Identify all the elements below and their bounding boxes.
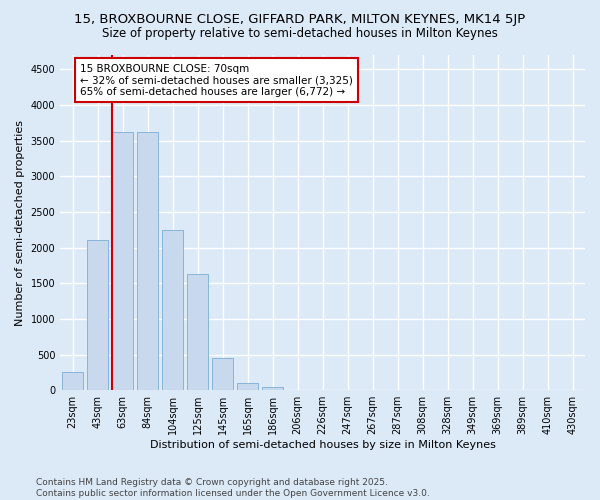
Bar xyxy=(237,383,258,390)
Bar xyxy=(112,132,133,390)
Text: Size of property relative to semi-detached houses in Milton Keynes: Size of property relative to semi-detach… xyxy=(102,28,498,40)
Text: Contains HM Land Registry data © Crown copyright and database right 2025.
Contai: Contains HM Land Registry data © Crown c… xyxy=(36,478,430,498)
Y-axis label: Number of semi-detached properties: Number of semi-detached properties xyxy=(15,120,25,326)
Bar xyxy=(62,372,83,390)
X-axis label: Distribution of semi-detached houses by size in Milton Keynes: Distribution of semi-detached houses by … xyxy=(149,440,496,450)
Bar xyxy=(262,386,283,390)
Bar xyxy=(187,274,208,390)
Bar xyxy=(162,230,183,390)
Bar xyxy=(87,240,108,390)
Text: 15 BROXBOURNE CLOSE: 70sqm
← 32% of semi-detached houses are smaller (3,325)
65%: 15 BROXBOURNE CLOSE: 70sqm ← 32% of semi… xyxy=(80,64,353,97)
Bar xyxy=(212,358,233,390)
Text: 15, BROXBOURNE CLOSE, GIFFARD PARK, MILTON KEYNES, MK14 5JP: 15, BROXBOURNE CLOSE, GIFFARD PARK, MILT… xyxy=(74,12,526,26)
Bar xyxy=(137,132,158,390)
